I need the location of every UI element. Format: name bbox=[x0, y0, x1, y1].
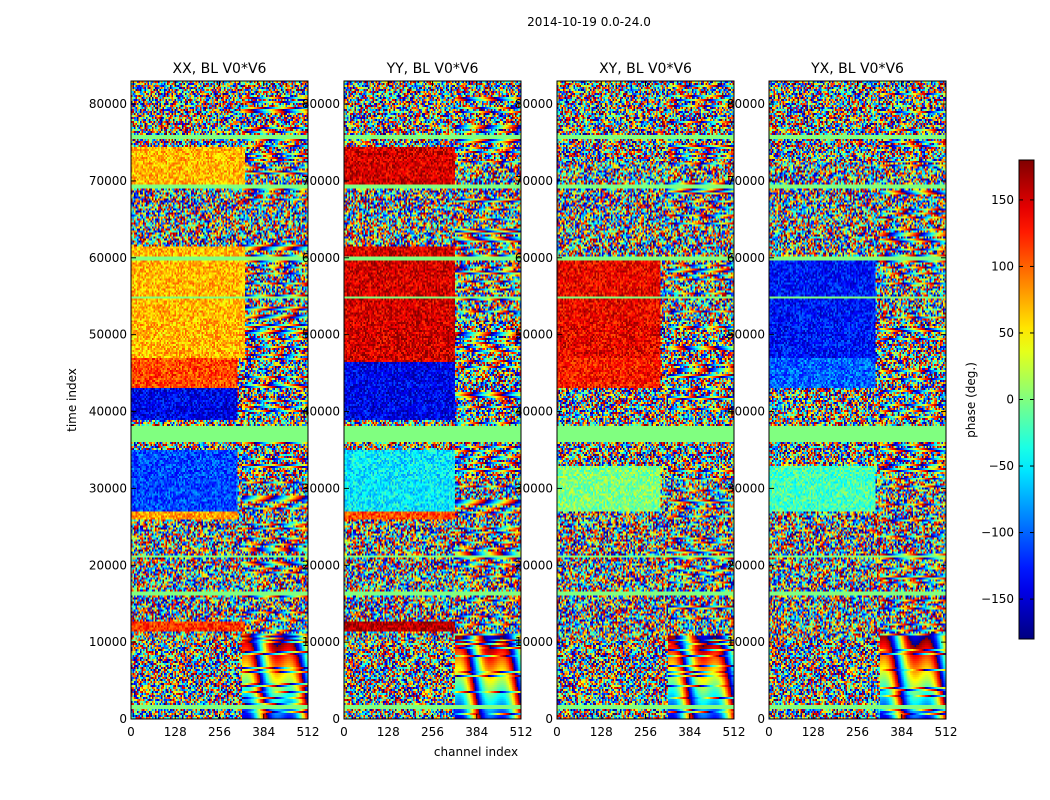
y-tick-label: 30000 bbox=[302, 481, 340, 495]
y-tick-label: 80000 bbox=[302, 97, 340, 111]
x-tick-label: 512 bbox=[935, 725, 958, 739]
colorbar: −150 −100 −50 0 50 100 150 bbox=[981, 159, 1035, 640]
y-tick-label: 70000 bbox=[515, 174, 553, 188]
phase-image bbox=[557, 81, 734, 719]
y-tick-label: 40000 bbox=[515, 405, 553, 419]
y-tick-label: 10000 bbox=[515, 635, 553, 649]
panel-yy: YY, BL V0*V6 0 128 256 384 512 0 10000 20000 3000… bbox=[302, 61, 533, 739]
y-tick-label: 80000 bbox=[515, 97, 553, 111]
colorbar-tick-label: 150 bbox=[991, 193, 1014, 207]
x-tick-label: 128 bbox=[377, 725, 400, 739]
y-tick-label: 30000 bbox=[727, 481, 765, 495]
x-tick-label: 512 bbox=[510, 725, 533, 739]
colorbar-tick-label: 0 bbox=[1006, 393, 1014, 407]
x-tick-label: 0 bbox=[765, 725, 773, 739]
y-tick-label: 50000 bbox=[727, 328, 765, 342]
y-tick-label: 20000 bbox=[302, 558, 340, 572]
y-tick-label: 80000 bbox=[89, 97, 127, 111]
y-tick-label: 0 bbox=[332, 712, 340, 726]
y-tick-label: 50000 bbox=[89, 328, 127, 342]
y-tick-label: 60000 bbox=[302, 251, 340, 265]
y-tick-label: 60000 bbox=[515, 251, 553, 265]
x-tick-label: 512 bbox=[723, 725, 746, 739]
phase-image bbox=[344, 81, 521, 719]
y-tick-label: 0 bbox=[119, 712, 127, 726]
x-tick-label: 384 bbox=[678, 725, 701, 739]
y-tick-label: 30000 bbox=[515, 481, 553, 495]
figure-suptitle: 2014-10-19 0.0-24.0 bbox=[527, 15, 651, 29]
panel-xy: XY, BL V0*V6 0 128 256 384 512 0 10000 20000 3000… bbox=[515, 61, 746, 739]
colorbar-tick-label: −100 bbox=[981, 526, 1014, 540]
x-tick-label: 384 bbox=[890, 725, 913, 739]
x-tick-label: 512 bbox=[297, 725, 320, 739]
x-tick-label: 256 bbox=[846, 725, 869, 739]
y-tick-label: 40000 bbox=[727, 405, 765, 419]
colorbar-label: phase (deg.) bbox=[964, 362, 978, 438]
phase-image bbox=[131, 81, 308, 719]
y-tick-label: 10000 bbox=[302, 635, 340, 649]
panel-title: YX, BL V0*V6 bbox=[810, 61, 904, 77]
panel-title: XX, BL V0*V6 bbox=[173, 61, 267, 77]
y-tick-label: 20000 bbox=[727, 558, 765, 572]
y-tick-label: 0 bbox=[757, 712, 765, 726]
phase-image bbox=[769, 81, 946, 719]
colorbar-tick-label: −150 bbox=[981, 592, 1014, 606]
colorbar-tick-label: 50 bbox=[999, 326, 1014, 340]
y-tick-label: 10000 bbox=[89, 635, 127, 649]
y-tick-label: 70000 bbox=[89, 174, 127, 188]
x-tick-label: 128 bbox=[802, 725, 825, 739]
y-tick-label: 50000 bbox=[515, 328, 553, 342]
y-tick-label: 70000 bbox=[727, 174, 765, 188]
x-tick-label: 384 bbox=[252, 725, 275, 739]
y-tick-label: 60000 bbox=[89, 251, 127, 265]
x-axis-label: channel index bbox=[434, 745, 518, 759]
y-axis-label: time index bbox=[65, 368, 79, 432]
y-tick-label: 10000 bbox=[727, 635, 765, 649]
y-tick-label: 50000 bbox=[302, 328, 340, 342]
x-tick-label: 0 bbox=[553, 725, 561, 739]
x-tick-label: 384 bbox=[465, 725, 488, 739]
y-tick-label: 20000 bbox=[515, 558, 553, 572]
y-tick-label: 80000 bbox=[727, 97, 765, 111]
panel-yx: YX, BL V0*V6 0 128 256 384 512 0 10000 20000 3000… bbox=[727, 61, 958, 739]
panel-title: YY, BL V0*V6 bbox=[386, 61, 479, 77]
x-tick-label: 128 bbox=[590, 725, 613, 739]
x-tick-label: 0 bbox=[127, 725, 135, 739]
y-tick-label: 70000 bbox=[302, 174, 340, 188]
y-tick-label: 20000 bbox=[89, 558, 127, 572]
x-tick-label: 128 bbox=[164, 725, 187, 739]
panel-xx: XX, BL V0*V6 0 128 256 384 512 0 10000 20000 3000… bbox=[89, 61, 320, 739]
x-tick-label: 0 bbox=[340, 725, 348, 739]
panel-title: XY, BL V0*V6 bbox=[599, 61, 692, 77]
y-tick-label: 0 bbox=[545, 712, 553, 726]
y-tick-label: 40000 bbox=[302, 405, 340, 419]
y-tick-label: 60000 bbox=[727, 251, 765, 265]
colorbar-tick-label: −50 bbox=[989, 459, 1014, 473]
y-tick-label: 40000 bbox=[89, 405, 127, 419]
x-tick-label: 256 bbox=[634, 725, 657, 739]
x-tick-label: 256 bbox=[208, 725, 231, 739]
y-tick-label: 30000 bbox=[89, 481, 127, 495]
colorbar-tick-label: 100 bbox=[991, 259, 1014, 273]
x-tick-label: 256 bbox=[421, 725, 444, 739]
